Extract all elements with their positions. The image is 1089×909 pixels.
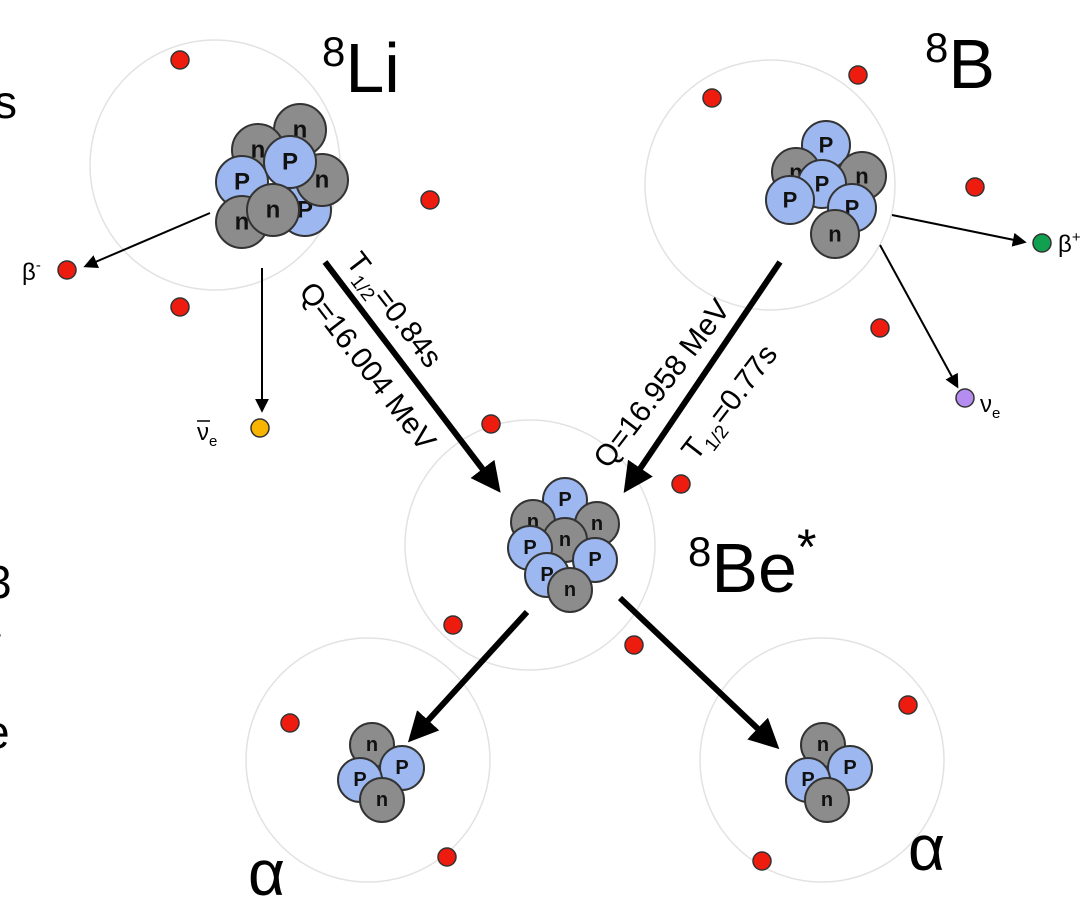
nucleon-label: P: [843, 757, 856, 779]
page: {"left_fragments": ["s", "3", "/", "e"],…: [0, 0, 1089, 909]
text-part: =0.77s: [703, 339, 785, 431]
nucleon-label: n: [828, 222, 841, 247]
particle: [956, 389, 974, 407]
electron: [482, 415, 500, 433]
electron: [281, 714, 299, 732]
text-part: 8: [688, 528, 711, 575]
arrow: [880, 245, 957, 386]
nucleon-label: n: [315, 167, 330, 194]
nucleon-label: n: [559, 529, 571, 551]
decay-diagram: PnnnPPnnPnnPPPnPnnnPPPnnPPnnPPn8Li8B8Be*…: [0, 0, 1089, 909]
nucleon-label: P: [819, 133, 834, 158]
cropped-text: e: [0, 706, 10, 758]
nucleon-label: P: [588, 549, 601, 571]
electron: [703, 89, 721, 107]
particle-label: β+: [1058, 229, 1081, 258]
text-part: Li: [345, 29, 399, 107]
electron: [966, 178, 984, 196]
cropped-text: s: [0, 76, 17, 128]
particle: [58, 261, 76, 279]
nucleon-label: P: [234, 169, 250, 196]
text-part: +: [1072, 229, 1081, 246]
nucleus-label: 8B: [925, 24, 995, 103]
nucleus-label: 8Be*: [688, 519, 816, 607]
nucleon-label: n: [564, 579, 576, 601]
cropped-text: 3: [0, 556, 12, 608]
text-part: 8: [925, 24, 948, 71]
electron: [753, 852, 771, 870]
arrow: [325, 262, 497, 488]
electron: [625, 636, 643, 654]
electron: [421, 191, 439, 209]
electron: [871, 319, 889, 337]
text-part: ν: [980, 391, 992, 418]
electron: [444, 616, 462, 634]
text-part: B: [948, 25, 995, 103]
alpha-label: α: [908, 812, 945, 884]
text-part: -: [36, 257, 41, 274]
text-part: ν: [197, 419, 209, 446]
particle: [1033, 234, 1051, 252]
electron: [849, 66, 867, 84]
nucleon-label: n: [817, 734, 829, 756]
electron: [438, 848, 456, 866]
text-part: e: [209, 433, 217, 450]
text-part: Be: [711, 529, 797, 607]
text-part: 8: [322, 28, 345, 75]
nucleon-label: P: [282, 149, 298, 176]
nucleon-label: n: [376, 789, 388, 811]
cropped-text: /: [0, 626, 1, 678]
arrow: [892, 215, 1024, 242]
text-part: *: [797, 519, 816, 575]
arrow: [412, 612, 527, 738]
nucleon-label: n: [591, 513, 603, 535]
text-part: β: [1058, 231, 1072, 258]
nucleon-label: P: [395, 757, 408, 779]
nucleon-label: n: [266, 197, 281, 224]
particle-label: νe: [980, 391, 1000, 422]
arrow: [620, 598, 775, 745]
text-part: β: [22, 259, 36, 286]
nucleon-label: n: [366, 734, 378, 756]
nucleus-label: 8Li: [322, 28, 400, 107]
nucleon-label: n: [821, 789, 833, 811]
particle: [251, 419, 269, 437]
alpha-label: α: [248, 837, 285, 909]
nucleon-label: P: [783, 188, 798, 213]
particle-label: β-: [22, 257, 41, 286]
text-part: e: [992, 405, 1000, 422]
particle-label: νe: [197, 419, 217, 450]
electron: [899, 696, 917, 714]
electron: [171, 298, 189, 316]
nucleon-label: P: [558, 489, 571, 511]
nucleon-label: P: [815, 172, 830, 197]
electron: [171, 51, 189, 69]
arrow: [86, 213, 210, 266]
electron: [672, 475, 690, 493]
